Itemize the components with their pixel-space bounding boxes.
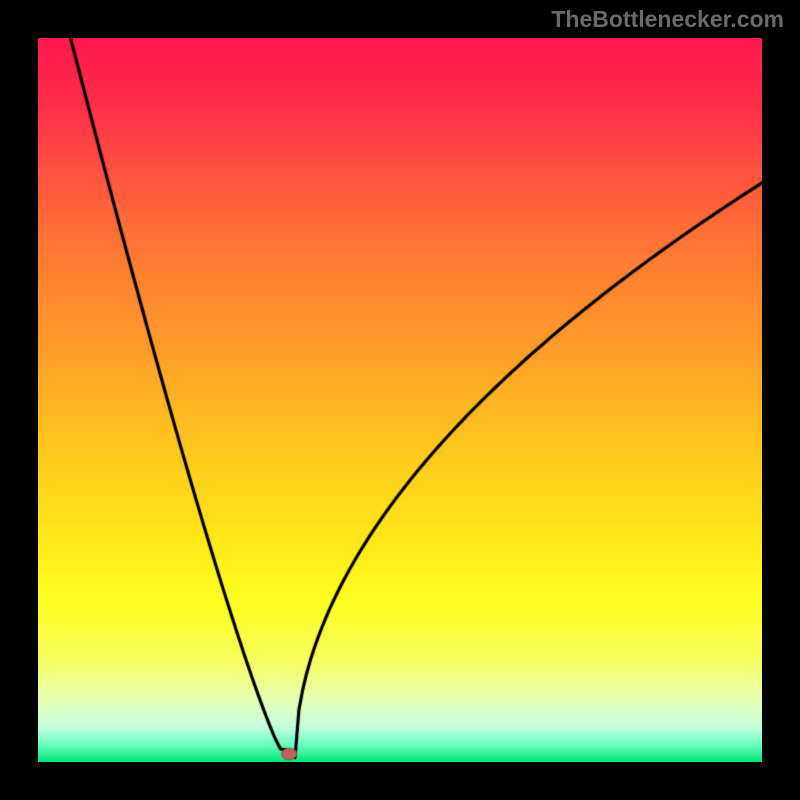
watermark-text: TheBottlenecker.com [551, 6, 784, 33]
chart-frame [38, 38, 762, 762]
gradient-chart-canvas [38, 38, 762, 762]
